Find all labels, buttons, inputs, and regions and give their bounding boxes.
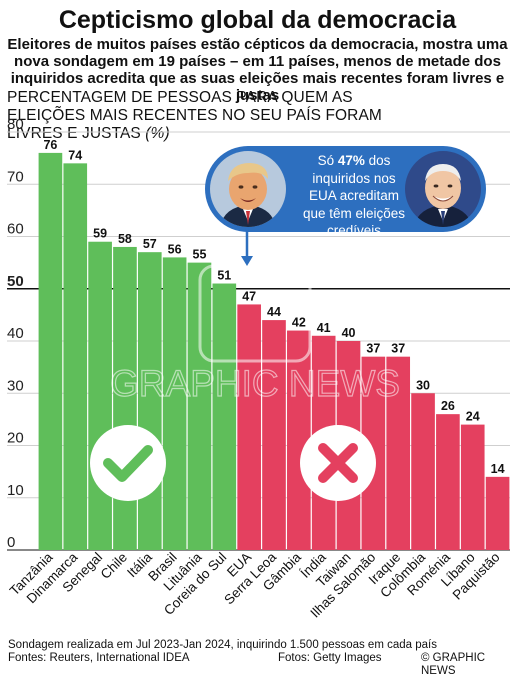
callout-value: 47% — [337, 153, 365, 168]
bar-value-label: 76 — [43, 138, 57, 152]
bar-value-label: 55 — [193, 248, 207, 262]
bar — [411, 393, 435, 550]
callout-arrow — [241, 228, 253, 266]
footer-photos: Fotos: Getty Images — [278, 652, 382, 664]
bar — [386, 356, 411, 550]
bar — [237, 304, 261, 550]
y-tick-label: 70 — [7, 168, 24, 185]
bar-value-label: 47 — [242, 289, 256, 303]
check-icon — [103, 445, 153, 482]
bar — [262, 320, 286, 550]
bar-value-label: 26 — [441, 399, 455, 413]
bar — [187, 262, 212, 550]
bar-value-label: 57 — [143, 237, 157, 251]
biden-photo — [405, 151, 481, 227]
bar — [212, 283, 237, 550]
bar-value-label: 40 — [342, 326, 356, 340]
watermark-text: GRAPHIC NEWS — [110, 363, 400, 404]
bar-value-label: 24 — [466, 410, 480, 424]
bar — [38, 152, 63, 550]
bar-value-label: 14 — [491, 462, 505, 476]
bar — [88, 241, 112, 550]
y-tick-label: 0 — [7, 534, 15, 551]
bar-value-label: 37 — [391, 342, 405, 356]
chart-subtitle: Eleitores de muitos países estão céptico… — [7, 36, 508, 104]
y-axis-unit: (%) — [145, 125, 170, 142]
bar-value-label: 74 — [68, 148, 82, 162]
cross-icon — [318, 443, 358, 483]
watermark-logo — [198, 264, 312, 363]
y-tick-label: 30 — [7, 377, 24, 394]
bar-value-label: 59 — [93, 227, 107, 241]
bar-value-label: 41 — [317, 321, 331, 335]
us-callout: Só 47% dos inquiridos nos EUA acreditam … — [205, 146, 486, 238]
y-axis-label: PERCENTAGEM DE PESSOAS PARA QUEM AS ELEI… — [7, 89, 407, 143]
bar-value-label: 42 — [292, 316, 306, 330]
bar — [460, 424, 485, 550]
trump-photo — [210, 151, 286, 227]
bar — [63, 163, 88, 550]
bar-value-label: 37 — [366, 342, 380, 356]
category-label: Chile — [98, 550, 130, 582]
y-tick-label: 80 — [7, 116, 24, 133]
bar — [287, 330, 311, 550]
y-tick-label: 40 — [7, 325, 24, 342]
bar — [485, 476, 510, 550]
y-tick-label: 60 — [7, 221, 24, 238]
bar — [436, 414, 460, 550]
bar — [162, 257, 187, 550]
bar-value-label: 44 — [267, 305, 281, 319]
y-tick-label: 50 — [7, 273, 24, 290]
y-axis-label-text: PERCENTAGEM DE PESSOAS PARA QUEM AS ELEI… — [7, 89, 382, 142]
bar-value-label: 30 — [416, 378, 430, 392]
y-tick-label: 20 — [7, 430, 24, 447]
chart-title: Cepticismo global da democracia — [58, 6, 457, 34]
footer-credit: © GRAPHIC NEWS — [421, 652, 486, 677]
callout-text: Só 47% dos inquiridos nos EUA acreditam … — [302, 153, 406, 238]
bar-value-label: 56 — [168, 242, 182, 256]
bar-value-label: 51 — [217, 269, 231, 283]
footer-note: Sondagem realizada em Jul 2023-Jan 2024,… — [8, 639, 437, 651]
bar-value-label: 58 — [118, 232, 132, 246]
y-tick-label: 10 — [7, 482, 24, 499]
footer-sources: Fontes: Reuters, International IDEA — [8, 652, 190, 664]
check-circle-icon — [90, 425, 166, 501]
